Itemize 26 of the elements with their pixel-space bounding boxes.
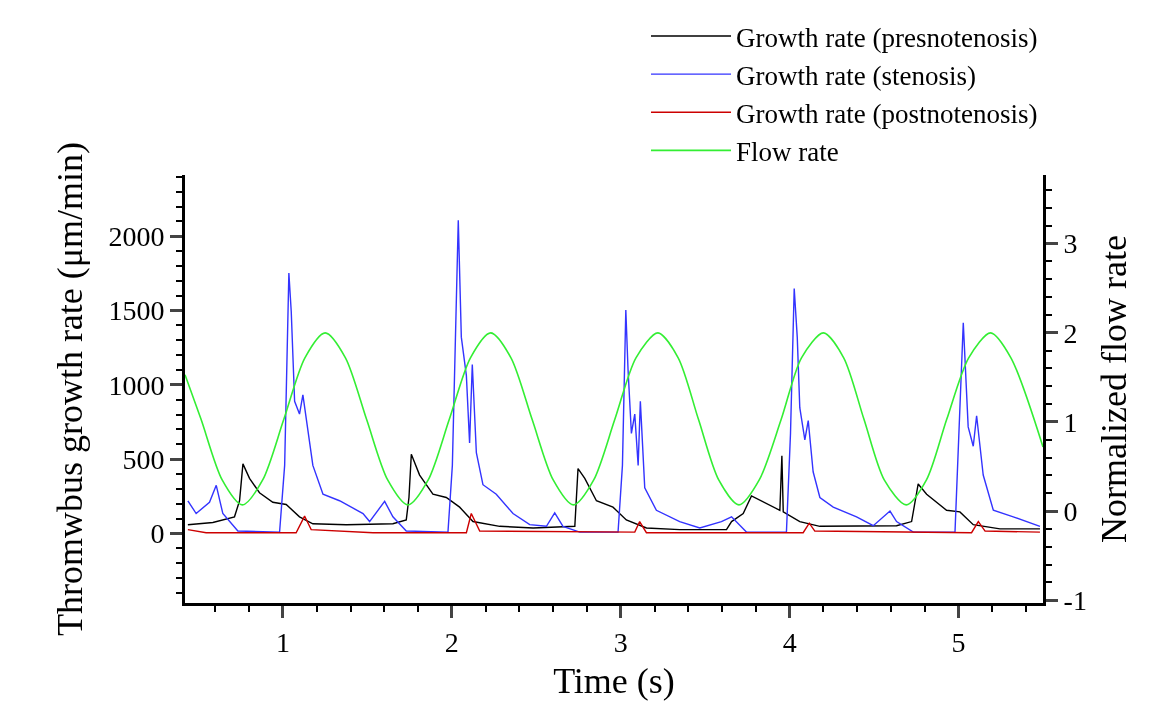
y-tick-label: 2000 [108, 221, 165, 253]
line-series [185, 332, 1043, 506]
line-series [187, 219, 1041, 533]
y2-tick-label: 3 [1063, 228, 1078, 260]
line-series [187, 512, 1041, 534]
y-tick-label: 500 [122, 443, 165, 475]
y-tick-label: 1500 [108, 295, 165, 327]
x-tick-label: 3 [613, 626, 628, 658]
legend-label: Growth rate (postnotenosis) [736, 98, 1038, 129]
legend-label: Growth rate (stenosis) [736, 60, 976, 91]
x-tick-label: 2 [444, 626, 459, 658]
y2-axis-title: Normalized flow rate [1093, 235, 1134, 543]
y2-tick-label: -1 [1063, 585, 1087, 617]
y-tick-label: 1000 [108, 369, 165, 401]
y-axis-title: Thromwbus growth rate (μm/min) [50, 141, 91, 637]
x-tick-label: 4 [782, 626, 797, 658]
y2-tick-label: 2 [1063, 317, 1078, 349]
legend-label: Growth rate (presnotenosis) [736, 22, 1038, 53]
y2-tick-label: 0 [1063, 495, 1078, 527]
y-tick-label: 0 [150, 518, 165, 550]
legend-label: Flow rate [736, 136, 839, 167]
x-tick-label: 1 [275, 626, 290, 658]
y2-tick-label: 1 [1063, 406, 1078, 438]
x-axis-title: Time (s) [553, 661, 675, 702]
x-tick-label: 5 [951, 626, 966, 658]
line-series [187, 453, 1041, 531]
